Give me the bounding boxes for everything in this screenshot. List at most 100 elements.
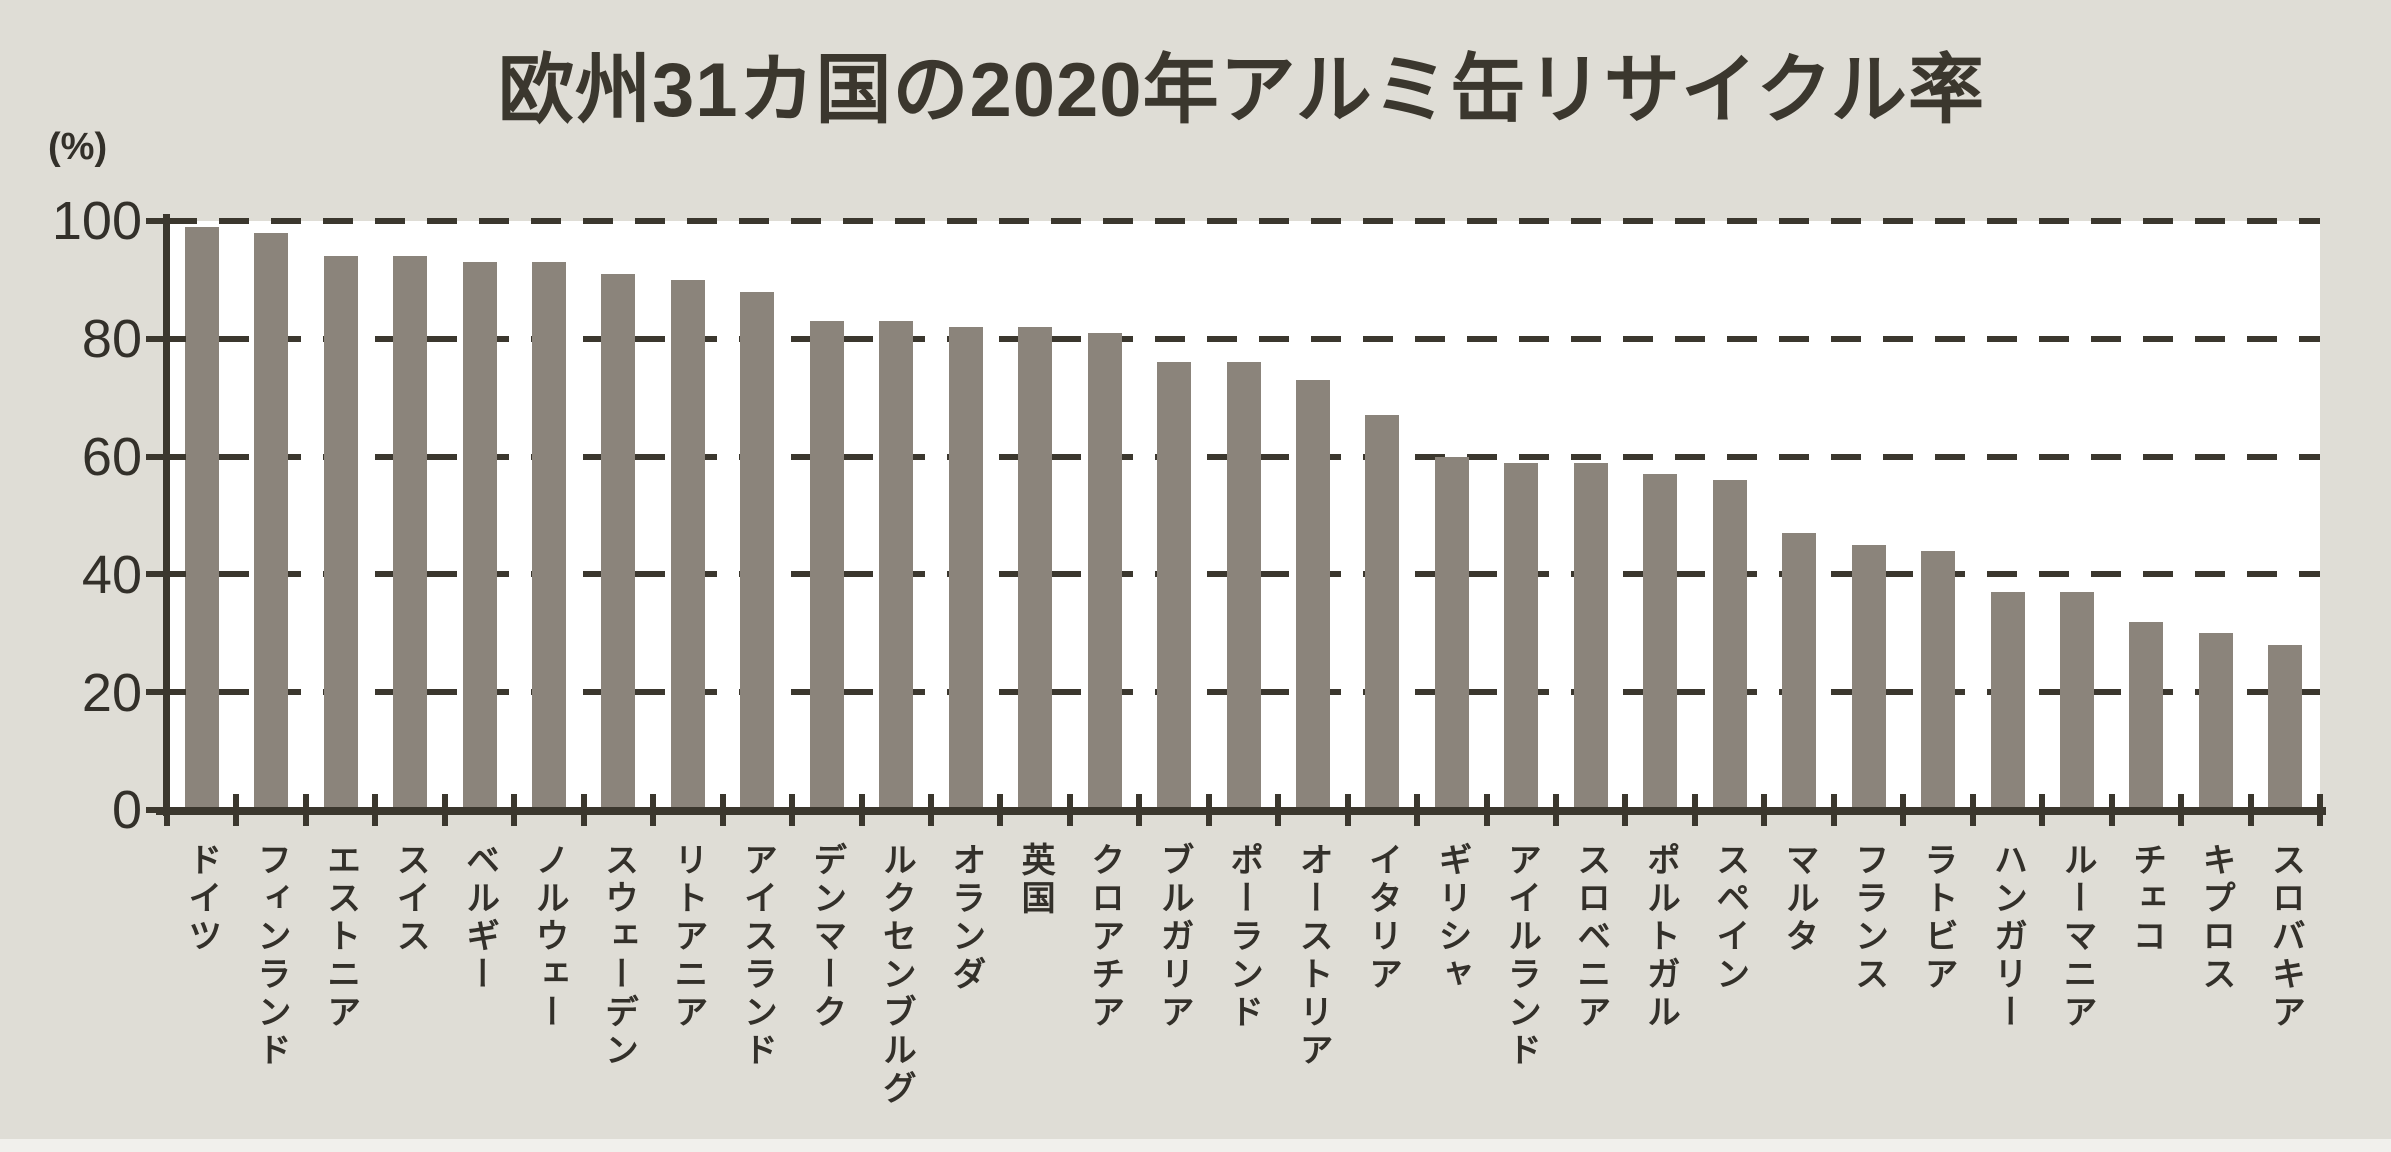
category-label-クロアチア: クロアチア [1085, 842, 1124, 1032]
x-tick-21 [1622, 794, 1629, 826]
bar-slot-フランス [1834, 221, 1903, 810]
bar-slot-ラトビア [1903, 221, 1972, 810]
bar-slot-デンマーク [792, 221, 861, 810]
bar-マルタ [1782, 533, 1817, 810]
bar-オランダ [948, 327, 983, 810]
category-slot: クロアチア [1070, 842, 1139, 1142]
x-tick-30 [2247, 794, 2254, 826]
bar-slot-ルクセンブルグ [862, 221, 931, 810]
x-tick-27 [2039, 794, 2046, 826]
category-label-キプロス: キプロス [2196, 842, 2235, 994]
x-tick-17 [1344, 794, 1351, 826]
y-tick-label-100: 100 [51, 191, 142, 251]
bar-slot-スペイン [1695, 221, 1764, 810]
bar-ルーマニア [2059, 592, 2094, 810]
category-slot: スロバキア [2251, 842, 2320, 1142]
y-tick-label-40: 40 [81, 545, 142, 605]
category-label-ドイツ: ドイツ [182, 842, 221, 956]
category-slot: フィンランド [236, 842, 305, 1142]
bar-slot-ポーランド [1209, 221, 1278, 810]
x-axis-line [156, 807, 2326, 815]
bar-slot-チェコ [2112, 221, 2181, 810]
category-slot: ギリシャ [1417, 842, 1486, 1142]
bar-slot-キプロス [2181, 221, 2250, 810]
x-tick-11 [927, 794, 934, 826]
category-label-ルーマニア: ルーマニア [2057, 842, 2096, 1032]
bar-ポルトガル [1643, 474, 1678, 810]
x-tick-9 [789, 794, 796, 826]
bar-series [167, 221, 2320, 810]
category-label-スウェーデン: スウェーデン [599, 842, 638, 1070]
category-label-アイスランド: アイスランド [738, 842, 777, 1070]
category-slot: ルクセンブルグ [862, 842, 931, 1142]
x-tick-8 [719, 794, 726, 826]
category-slot: オランダ [931, 842, 1000, 1142]
y-tick-80 [146, 335, 186, 342]
bar-スロバキア [2268, 645, 2303, 810]
x-tick-14 [1136, 794, 1143, 826]
category-label-英国: 英国 [1016, 842, 1055, 918]
bar-ギリシャ [1434, 456, 1469, 810]
bar-slot-オランダ [931, 221, 1000, 810]
y-tick-20 [146, 689, 186, 696]
chart-title: 欧州31カ国の2020年アルミ缶リサイクル率 [497, 48, 1986, 133]
category-label-ハンガリー: ハンガリー [1988, 842, 2027, 1032]
category-label-リトアニア: リトアニア [668, 842, 707, 1032]
category-slot: ポーランド [1209, 842, 1278, 1142]
category-slot: ルーマニア [2042, 842, 2111, 1142]
bar-ベルギー [462, 262, 497, 810]
bar-スウェーデン [601, 274, 636, 810]
category-slot: ハンガリー [1973, 842, 2042, 1142]
x-tick-2 [302, 794, 309, 826]
bar-slot-スロベニア [1556, 221, 1625, 810]
x-tick-3 [372, 794, 379, 826]
category-slot: ドイツ [167, 842, 236, 1142]
bar-エストニア [323, 256, 358, 810]
category-slot: キプロス [2181, 842, 2250, 1142]
bar-slot-イタリア [1348, 221, 1417, 810]
bar-slot-ドイツ [167, 221, 236, 810]
bar-クロアチア [1087, 332, 1122, 810]
category-label-ポルトガル: ポルトガル [1641, 842, 1680, 1032]
y-tick-60 [146, 453, 186, 460]
category-label-アイルランド: アイルランド [1502, 842, 1541, 1070]
category-slot: ノルウェー [514, 842, 583, 1142]
bottom-strip [0, 1139, 2391, 1152]
x-tick-4 [441, 794, 448, 826]
bar-slot-リトアニア [653, 221, 722, 810]
x-tick-31 [2317, 794, 2323, 826]
bar-slot-ハンガリー [1973, 221, 2042, 810]
category-slot: 英国 [1000, 842, 1069, 1142]
category-label-イタリア: イタリア [1363, 842, 1402, 994]
category-label-オーストリア: オーストリア [1293, 842, 1332, 1070]
x-tick-1 [233, 794, 240, 826]
x-tick-0 [164, 794, 170, 826]
x-axis-category-labels: ドイツ フィンランド エストニア スイス ベルギー ノルウェー スウェーデン リトアニア アイス… [167, 842, 2320, 1142]
bar-オーストリア [1295, 380, 1330, 810]
x-tick-23 [1761, 794, 1768, 826]
y-tick-100 [146, 218, 186, 224]
category-slot: オーストリア [1278, 842, 1347, 1142]
category-slot: ベルギー [445, 842, 514, 1142]
category-label-マルタ: マルタ [1780, 842, 1819, 956]
bar-slot-ギリシャ [1417, 221, 1486, 810]
bar-slot-クロアチア [1070, 221, 1139, 810]
category-label-スロバキア: スロバキア [2266, 842, 2305, 1032]
bar-slot-ベルギー [445, 221, 514, 810]
category-slot: ラトビア [1903, 842, 1972, 1142]
category-label-フィンランド: フィンランド [252, 842, 291, 1070]
category-slot: ポルトガル [1626, 842, 1695, 1142]
category-slot: チェコ [2112, 842, 2181, 1142]
y-tick-40 [146, 571, 186, 578]
category-label-スペイン: スペイン [1710, 842, 1749, 994]
bar-slot-アイルランド [1487, 221, 1556, 810]
bar-スロベニア [1573, 462, 1608, 810]
category-label-スイス: スイス [391, 842, 430, 956]
category-label-オランダ: オランダ [946, 842, 985, 994]
category-slot: ブルガリア [1139, 842, 1208, 1142]
category-slot: スペイン [1695, 842, 1764, 1142]
bar-デンマーク [809, 321, 844, 810]
x-tick-25 [1900, 794, 1907, 826]
category-slot: デンマーク [792, 842, 861, 1142]
bar-ルクセンブルグ [879, 321, 914, 810]
